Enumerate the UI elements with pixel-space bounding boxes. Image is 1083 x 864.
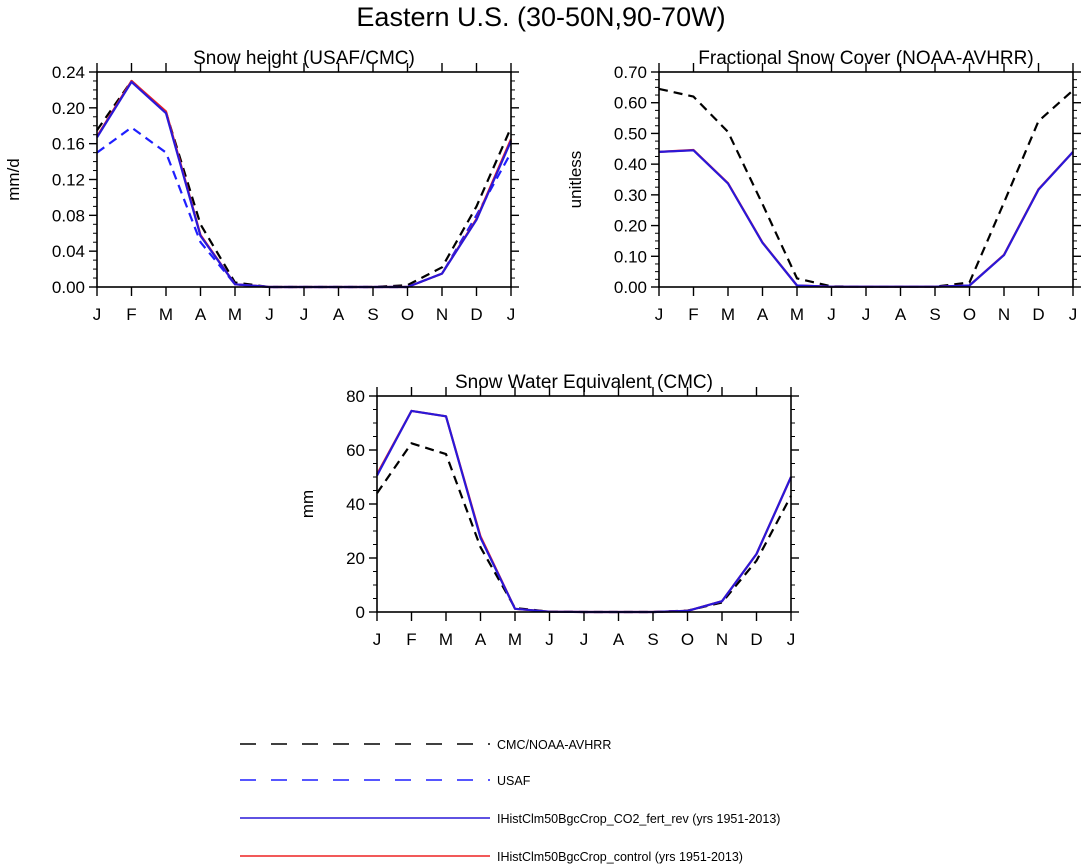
y-tick-label: 0.20 (52, 99, 85, 118)
x-tick-label: N (998, 305, 1010, 324)
y-tick-label: 0 (356, 603, 365, 622)
x-tick-label: S (929, 305, 940, 324)
x-tick-label: D (470, 305, 482, 324)
legend-item-ihistclm50bgccrop-co2-fert-rev-yrs-1951-2013: IHistClm50BgcCrop_CO2_fert_rev (yrs 1951… (240, 812, 780, 826)
y-tick-label: 0.00 (614, 278, 647, 297)
x-tick-label: A (757, 305, 769, 324)
y-tick-label: 0.10 (614, 247, 647, 266)
x-tick-label: J (507, 305, 516, 324)
x-tick-label: J (545, 630, 554, 649)
y-tick-label: 20 (346, 549, 365, 568)
y-tick-label: 0.40 (614, 155, 647, 174)
x-tick-label: M (721, 305, 735, 324)
x-tick-label: A (475, 630, 487, 649)
series-line-cmc-noaa-avhrr (658, 87, 1074, 288)
x-tick-label: A (613, 630, 625, 649)
figure-title: Eastern U.S. (30-50N,90-70W) (356, 2, 725, 32)
series-lines (376, 409, 793, 614)
legend-label: IHistClm50BgcCrop_control (yrs 1951-2013… (497, 850, 743, 864)
y-tick-label: 60 (346, 441, 365, 460)
x-tick-label: J (93, 305, 102, 324)
series-line-ihistclm50bgccrop-co2-fert-rev-yrs-1951-2013 (376, 409, 793, 614)
chart-panel-1: Snow height (USAF/CMC)mm/dJ F M A M J J A S O N D J0… (4, 48, 519, 324)
chart-panels: Snow height (USAF/CMC)mm/dJ F M A M J J A S O N D J0… (4, 48, 1081, 649)
y-tick-label: 80 (346, 387, 365, 406)
series-lines (658, 87, 1074, 288)
chart-title: Fractional Snow Cover (NOAA-AVHRR) (698, 48, 1033, 69)
x-tick-label: F (688, 305, 698, 324)
legend-label: IHistClm50BgcCrop_CO2_fert_rev (yrs 1951… (497, 812, 780, 826)
plot-frame (376, 395, 792, 613)
x-tick-label: A (333, 305, 345, 324)
legend: CMC/NOAA-AVHRR USAF IHistClm50BgcCrop_CO2_… (240, 738, 780, 864)
x-tick-label: F (126, 305, 136, 324)
chart-panel-3: Snow Water Equivalent (CMC) mm J F M A M J J A S O N… (298, 372, 799, 649)
x-tick-label: M (228, 305, 242, 324)
y-tick-label: 0.20 (614, 217, 647, 236)
x-tick-label: O (401, 305, 414, 324)
y-axis-label: mm (298, 490, 317, 518)
y-tick-label: 0.08 (52, 206, 85, 225)
x-tick-label: J (862, 305, 871, 324)
x-tick-label: S (647, 630, 658, 649)
y-tick-label: 40 (346, 495, 365, 514)
x-tick-label: A (895, 305, 907, 324)
x-tick-label: M (790, 305, 804, 324)
x-tick-label: F (406, 630, 416, 649)
x-tick-label: J (580, 630, 589, 649)
x-tick-label: M (439, 630, 453, 649)
y-tick-label: 0.00 (52, 278, 85, 297)
chart-title: Snow Water Equivalent (CMC) (455, 372, 713, 393)
x-tick-label: J (787, 630, 796, 649)
x-tick-label: J (373, 630, 382, 649)
y-tick-label: 0.70 (614, 63, 647, 82)
x-tick-label: N (716, 630, 728, 649)
chart-panel-2: Fractional Snow Cover (NOAA-AVHRR) unitle… (566, 48, 1081, 324)
legend-item-usaf: USAF (240, 774, 531, 788)
y-tick-label: 0.12 (52, 171, 85, 190)
x-tick-label: J (655, 305, 664, 324)
x-tick-label: M (508, 630, 522, 649)
y-axis-label: mm/d (4, 158, 23, 201)
y-axis-label: unitless (566, 151, 585, 209)
x-tick-label: J (827, 305, 836, 324)
y-tick-label: 0.04 (52, 242, 85, 261)
x-tick-label: J (1069, 305, 1078, 324)
x-tick-label: S (367, 305, 378, 324)
x-tick-label: D (750, 630, 762, 649)
x-tick-label: N (436, 305, 448, 324)
legend-item-ihistclm50bgccrop-control-yrs-1951-2013: IHistClm50BgcCrop_control (yrs 1951-2013… (240, 850, 743, 864)
series-line-cmc-noaa-avhrr (96, 79, 513, 289)
x-tick-label: O (681, 630, 694, 649)
x-tick-label: O (963, 305, 976, 324)
y-tick-label: 0.16 (52, 135, 85, 154)
plot-frame (658, 71, 1074, 288)
series-line-ihistclm50bgccrop-co2-fert-rev-yrs-1951-2013 (658, 149, 1074, 288)
x-tick-label: J (300, 305, 309, 324)
series-line-cmc-noaa-avhrr (376, 442, 792, 614)
x-tick-label: A (195, 305, 207, 324)
y-tick-label: 0.50 (614, 124, 647, 143)
y-tick-label: 0.24 (52, 63, 85, 82)
x-tick-label: M (159, 305, 173, 324)
series-line-ihistclm50bgccrop-control-yrs-1951-2013 (658, 148, 1074, 288)
legend-label: USAF (497, 774, 531, 788)
legend-item-cmc-noaa-avhrr: CMC/NOAA-AVHRR (240, 738, 611, 752)
x-tick-label: D (1032, 305, 1044, 324)
y-tick-label: 0.30 (614, 186, 647, 205)
legend-label: CMC/NOAA-AVHRR (497, 738, 611, 752)
chart-title: Snow height (USAF/CMC) (193, 48, 415, 69)
series-lines (96, 79, 513, 289)
y-tick-label: 0.60 (614, 94, 647, 113)
x-tick-label: J (265, 305, 274, 324)
series-line-ihistclm50bgccrop-control-yrs-1951-2013 (376, 409, 793, 614)
